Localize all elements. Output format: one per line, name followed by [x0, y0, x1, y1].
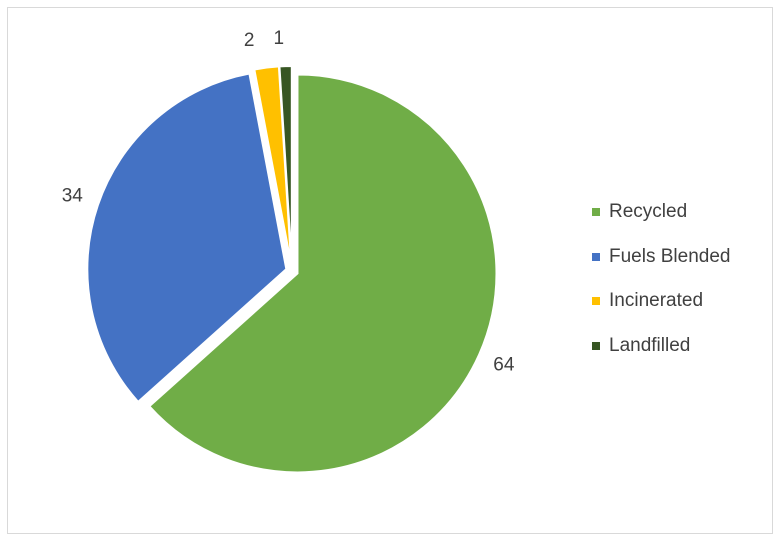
data-label-incinerated: 2 — [244, 30, 255, 51]
data-label-fuels-blended: 34 — [62, 186, 84, 207]
legend-item-landfilled: Landfilled — [592, 324, 730, 369]
pie-slice-fuels-blended — [86, 72, 288, 404]
legend-item-incinerated: Incinerated — [592, 279, 730, 324]
legend-label-recycled: Recycled — [609, 201, 688, 223]
legend-swatch-landfilled — [592, 341, 600, 350]
legend-label-fuels-blended: Fuels Blended — [609, 245, 731, 267]
pie-slice-landfilled — [278, 65, 293, 266]
legend-label-incinerated: Incinerated — [609, 290, 704, 312]
data-label-recycled: 64 — [493, 355, 515, 376]
legend-swatch-fuels-blended — [592, 252, 600, 261]
legend-item-fuels-blended: Fuels Blended — [592, 235, 730, 280]
data-label-landfilled: 1 — [273, 28, 284, 49]
pie-slices — [86, 65, 498, 474]
pie-slice-recycled — [147, 73, 498, 474]
pie-data-labels: 64 34 2 1 — [62, 28, 515, 375]
legend-label-landfilled: Landfilled — [609, 334, 691, 356]
chart-legend: Recycled Fuels Blended Incinerated Landf… — [592, 190, 730, 368]
legend-swatch-recycled — [592, 208, 600, 217]
legend-item-recycled: Recycled — [592, 190, 730, 235]
legend-swatch-incinerated — [592, 297, 600, 306]
